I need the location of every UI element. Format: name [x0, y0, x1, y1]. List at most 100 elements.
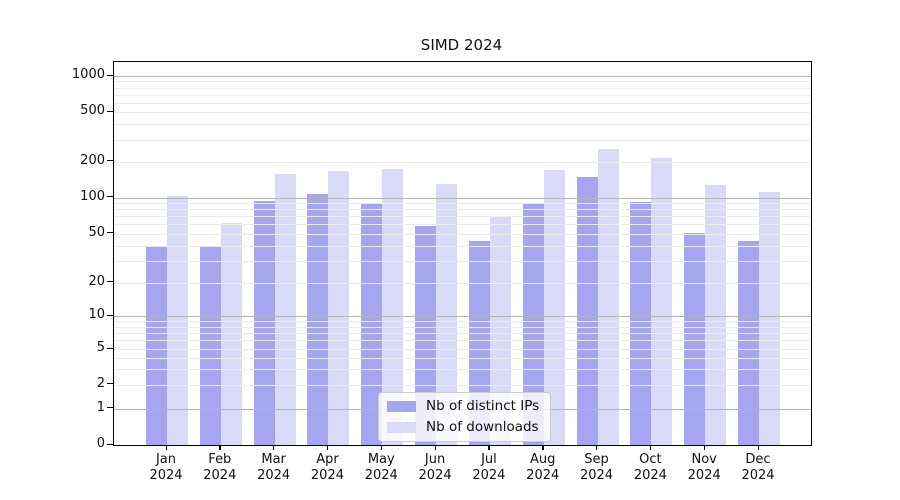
y-tick-label-50: 50 — [88, 224, 105, 240]
gridline-minor-700 — [114, 94, 811, 96]
legend-label-downloads: Nb of downloads — [426, 419, 539, 435]
y-tick-mark-1 — [107, 407, 113, 409]
gridline-minor-300 — [114, 139, 811, 141]
gridline-minor-2 — [114, 384, 811, 386]
y-tick-mark-2 — [107, 383, 113, 385]
bar-distinct-ips-sep — [576, 176, 598, 445]
x-tick-label-jun: Jun 2024 — [418, 452, 452, 483]
bar-downloads-aug — [543, 170, 565, 445]
bar-downloads-nov — [705, 184, 727, 445]
plot-area — [113, 61, 812, 446]
gridline-minor-20 — [114, 282, 811, 284]
gridline-minor-50 — [114, 233, 811, 235]
bar-distinct-ips-jun — [415, 226, 437, 445]
y-tick-label-100: 100 — [80, 188, 105, 204]
bar-distinct-ips-dec — [738, 240, 759, 445]
bar-downloads-jun — [436, 183, 458, 445]
bar-downloads-sep — [597, 149, 619, 445]
gridline-minor-500 — [114, 112, 811, 113]
gridline-major-10 — [114, 316, 811, 317]
gridline-minor-9 — [114, 321, 811, 323]
y-tick-mark-0 — [107, 443, 113, 445]
x-tick-label-sep: Sep 2024 — [579, 452, 614, 483]
gridline-minor-6 — [114, 340, 811, 342]
x-tick-mark-nov — [703, 445, 705, 450]
x-tick-mark-sep — [596, 445, 598, 450]
bar-distinct-ips-nov — [684, 232, 706, 445]
x-tick-mark-jun — [434, 445, 436, 450]
x-tick-mark-dec — [757, 445, 759, 450]
y-tick-label-1000: 1000 — [71, 67, 105, 82]
gridline-minor-400 — [114, 124, 811, 126]
x-tick-mark-jul — [488, 445, 490, 450]
gridline-minor-7 — [114, 332, 811, 334]
y-tick-mark-20 — [107, 281, 113, 283]
legend-item-distinct-ips: Nb of distinct IPs — [387, 398, 539, 414]
y-tick-mark-50 — [107, 232, 113, 234]
gridline-minor-40 — [114, 245, 811, 247]
bar-distinct-ips-may — [361, 202, 383, 445]
gridline-minor-800 — [114, 87, 811, 89]
gridline-minor-80 — [114, 209, 811, 211]
bar-distinct-ips-mar — [253, 201, 275, 445]
bar-downloads-dec — [759, 191, 780, 445]
y-tick-mark-100 — [107, 196, 113, 198]
bar-distinct-ips-apr — [307, 193, 329, 445]
y-tick-label-20: 20 — [88, 273, 105, 289]
bar-distinct-ips-oct — [630, 202, 652, 445]
bar-downloads-jul — [489, 216, 511, 445]
gridline-minor-5 — [114, 349, 811, 350]
gridline-minor-900 — [114, 81, 811, 83]
bar-distinct-ips-feb — [199, 247, 221, 445]
legend-swatch-downloads — [387, 421, 416, 433]
x-tick-label-jan: Jan 2024 — [149, 452, 183, 483]
gridline-minor-30 — [114, 261, 811, 263]
x-tick-label-jul: Jul 2024 — [472, 452, 506, 483]
bar-downloads-oct — [651, 158, 673, 445]
x-tick-label-mar: Mar 2024 — [257, 452, 291, 483]
gridline-minor-200 — [114, 161, 811, 163]
x-tick-mark-may — [380, 445, 383, 450]
x-tick-label-dec: Dec 2024 — [741, 452, 775, 483]
bar-downloads-may — [382, 169, 404, 445]
y-tick-mark-5 — [107, 347, 113, 349]
bar-downloads-jan — [167, 196, 188, 445]
bar-downloads-apr — [328, 170, 350, 445]
x-tick-mark-oct — [649, 445, 652, 450]
y-tick-label-0: 0 — [96, 436, 105, 451]
legend-label-distinct-ips: Nb of distinct IPs — [426, 398, 540, 414]
chart-title: SIMD 2024 — [420, 36, 503, 54]
y-tick-label-2: 2 — [96, 375, 105, 391]
y-tick-label-200: 200 — [80, 152, 105, 168]
x-tick-label-may: May 2024 — [364, 452, 398, 483]
gridline-minor-8 — [114, 326, 811, 328]
legend-swatch-distinct-ips — [387, 400, 416, 412]
bar-downloads-mar — [274, 174, 296, 445]
bar-downloads-feb — [220, 223, 242, 445]
x-tick-label-aug: Aug 2024 — [526, 452, 560, 483]
x-tick-mark-feb — [219, 445, 221, 450]
legend-item-downloads: Nb of downloads — [387, 419, 539, 435]
gridline-minor-90 — [114, 203, 811, 205]
gridline-minor-3 — [114, 368, 811, 370]
y-tick-mark-1000 — [107, 74, 113, 76]
gridline-minor-4 — [114, 357, 811, 359]
x-tick-label-feb: Feb 2024 — [203, 452, 237, 483]
x-tick-label-apr: Apr 2024 — [310, 452, 344, 483]
y-tick-label-1: 1 — [96, 399, 105, 415]
x-tick-mark-apr — [326, 445, 329, 450]
gridline-minor-600 — [114, 102, 811, 104]
x-tick-mark-mar — [273, 445, 275, 450]
bar-distinct-ips-jan — [146, 245, 167, 445]
y-tick-label-5: 5 — [96, 340, 105, 355]
gridline-minor-60 — [114, 224, 811, 226]
x-tick-mark-jan — [165, 445, 167, 450]
gridline-minor-70 — [114, 216, 811, 218]
gridline-major-100 — [114, 197, 811, 199]
x-tick-mark-aug — [542, 445, 544, 450]
y-tick-mark-200 — [107, 160, 113, 162]
y-tick-label-500: 500 — [80, 103, 105, 118]
y-tick-mark-500 — [107, 110, 113, 112]
x-tick-label-oct: Oct 2024 — [633, 452, 667, 483]
